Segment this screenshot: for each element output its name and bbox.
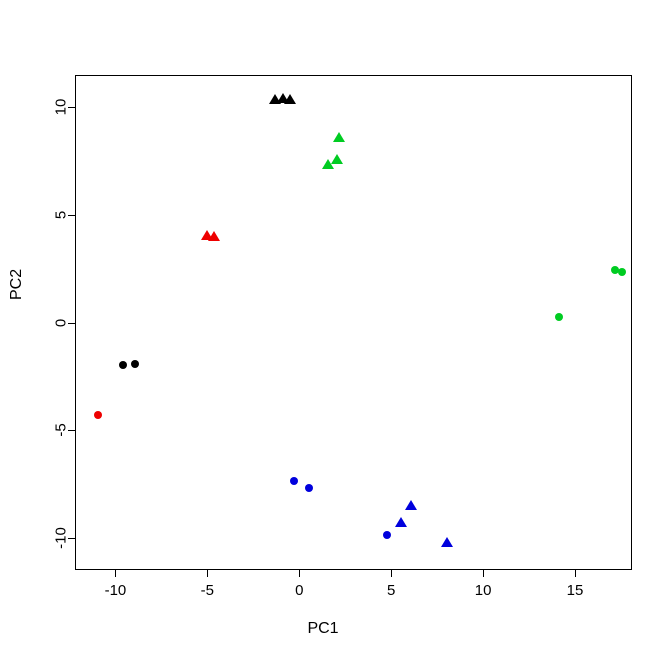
data-point-blue-circles	[289, 476, 298, 485]
data-point-green-triangles	[321, 159, 334, 170]
data-point-green-circles	[554, 313, 563, 322]
plot-frame	[75, 75, 632, 570]
data-point-green-triangles	[331, 153, 344, 164]
y-tick-label: -5	[52, 423, 70, 437]
x-tick	[483, 570, 485, 577]
y-tick	[68, 537, 75, 539]
data-point-blue-circles	[304, 484, 313, 493]
y-tick-label: 5	[52, 210, 70, 220]
plot-data-area	[76, 76, 631, 569]
x-tick-label: 10	[474, 582, 492, 599]
x-tick-label: -5	[200, 582, 215, 599]
y-tick	[68, 430, 75, 432]
y-axis-label: PC2	[8, 268, 25, 300]
x-tick	[207, 570, 209, 577]
data-point-black-triangles	[269, 93, 282, 104]
data-point-blue-triangles	[441, 537, 454, 548]
data-point-blue-triangles	[405, 500, 418, 511]
data-point-green-circles	[610, 265, 619, 274]
x-tick	[115, 570, 117, 577]
data-point-red-triangles	[201, 230, 214, 241]
x-tick-label: 15	[566, 582, 584, 599]
data-point-black-circles	[130, 360, 139, 369]
data-point-blue-triangles	[395, 516, 408, 527]
data-point-red-circles	[94, 410, 103, 419]
data-point-black-triangles	[284, 93, 297, 104]
data-point-blue-circles	[382, 531, 391, 540]
x-tick	[575, 570, 576, 577]
data-point-black-circles	[118, 361, 127, 370]
data-point-red-triangles	[207, 231, 220, 242]
x-axis-label: PC1	[307, 620, 339, 637]
x-tick	[391, 570, 393, 577]
data-point-green-triangles	[332, 132, 345, 143]
x-tick-label: -10	[104, 582, 127, 599]
x-tick-label: 0	[295, 582, 304, 599]
x-tick	[299, 570, 301, 577]
y-tick	[68, 214, 75, 216]
y-tick-label: -10	[52, 526, 70, 549]
data-point-green-circles	[617, 267, 626, 276]
data-point-black-triangles	[276, 92, 289, 103]
y-tick-label: 0	[52, 318, 70, 327]
y-tick	[68, 322, 75, 324]
y-tick	[68, 107, 75, 109]
y-tick-label: 10	[52, 98, 70, 116]
x-tick-label: 5	[387, 582, 396, 599]
